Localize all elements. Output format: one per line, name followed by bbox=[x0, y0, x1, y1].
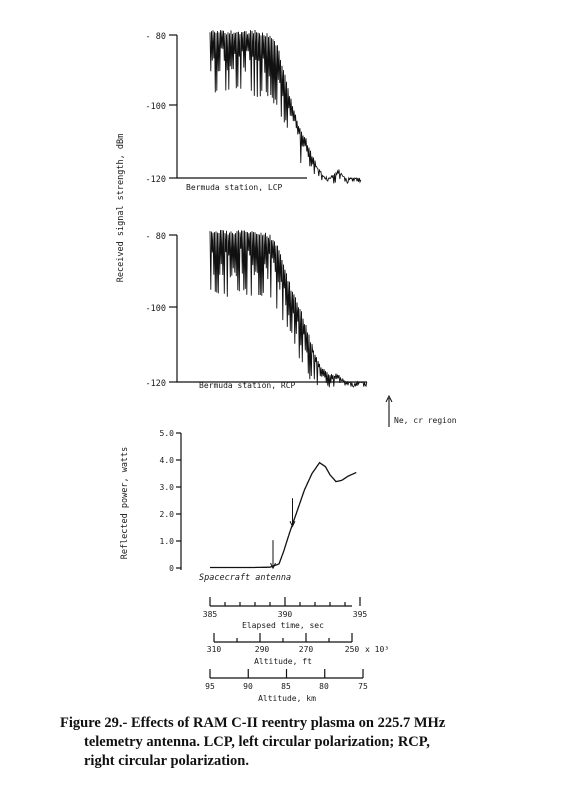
time-tick-label-385: 385 bbox=[203, 610, 218, 619]
lcp-ytick-label-100: -100 bbox=[146, 102, 166, 112]
event-marker-arrowhead-icon bbox=[289, 521, 296, 528]
altitude-km-scale: 95 90 85 80 75 Altitude, km bbox=[205, 669, 368, 703]
ft-tick-label-290: 290 bbox=[255, 645, 270, 654]
reflected-ytick-label: 5.0 bbox=[160, 429, 175, 438]
ft-tick-label-250: 250 bbox=[345, 645, 360, 654]
reflected-power-curve bbox=[210, 461, 357, 569]
panel-lcp: - 80 -100 -120 Bermuda station, LCP bbox=[146, 29, 362, 192]
lcp-ytick-label-120: -120 bbox=[146, 175, 166, 185]
rcp-signal-trace bbox=[209, 229, 368, 388]
ft-tick-label-270: 270 bbox=[299, 645, 314, 654]
altitude-km-ticks bbox=[209, 669, 364, 678]
km-tick-label-90: 90 bbox=[243, 682, 253, 691]
time-scale-ticks bbox=[209, 597, 361, 606]
reflected-ytick-label: 3.0 bbox=[160, 483, 175, 492]
km-tick-label-80: 80 bbox=[319, 682, 329, 691]
reflected-ytick-label: 4.0 bbox=[160, 456, 175, 465]
altitude-ft-ticks bbox=[213, 633, 353, 642]
altitude-ft-label: Altitude, ft bbox=[254, 657, 312, 666]
time-tick-label-395: 395 bbox=[353, 610, 368, 619]
reflected-ytick-label: 1.0 bbox=[160, 537, 175, 546]
lcp-ytick-label-80: - 80 bbox=[146, 32, 166, 42]
reflected-ytick-label: 0 bbox=[169, 564, 174, 573]
panel-reflected: 01.02.03.04.05.0 Reflected power, watts … bbox=[120, 429, 357, 583]
time-scale: 385 390 395 Elapsed time, sec bbox=[203, 597, 368, 630]
reflected-panel-label: Spacecraft antenna bbox=[199, 573, 291, 583]
rcp-ytick-label-80: - 80 bbox=[146, 232, 166, 242]
ft-tick-label-310: 310 bbox=[207, 645, 222, 654]
caption-line-1: Figure 29.- Effects of RAM C-II reentry … bbox=[60, 715, 446, 731]
rcp-ytick-label-100: -100 bbox=[146, 304, 166, 314]
reflected-markers bbox=[270, 498, 296, 570]
rcp-panel-label: Bermuda station, RCP bbox=[199, 381, 296, 390]
reflected-ylabel: Reflected power, watts bbox=[120, 447, 130, 560]
time-scale-label: Elapsed time, sec bbox=[242, 621, 324, 630]
ne-cr-region-legend: Ne, cr region bbox=[385, 394, 457, 427]
figure-caption: Figure 29.- Effects of RAM C-II reentry … bbox=[60, 714, 560, 771]
rcp-ytick-label-120: -120 bbox=[146, 379, 166, 389]
panel-rcp: - 80 -100 -120 Bermuda station, RCP bbox=[146, 229, 368, 390]
ft-suffix: x 10³ bbox=[365, 645, 389, 654]
lcp-panel-label: Bermuda station, LCP bbox=[186, 183, 283, 192]
lcp-signal-trace bbox=[209, 29, 362, 185]
ne-cr-region-label: Ne, cr region bbox=[394, 416, 457, 425]
signal-ylabel: Received signal strength, dBm bbox=[116, 134, 126, 282]
ne-cr-arrowhead-icon bbox=[385, 394, 393, 403]
reflected-ytick-label: 2.0 bbox=[160, 510, 175, 519]
km-tick-label-85: 85 bbox=[281, 682, 291, 691]
time-tick-label-390: 390 bbox=[278, 610, 293, 619]
caption-line-3: right circular polarization. bbox=[84, 753, 249, 769]
altitude-ft-scale: 310 290 270 250 x 10³ Altitude, ft bbox=[207, 633, 389, 666]
km-tick-label-95: 95 bbox=[205, 682, 215, 691]
reflected-yticks: 0 1.0 2.0 3.0 4.0 5.0 bbox=[160, 429, 181, 573]
event-marker-arrowhead-icon bbox=[270, 562, 276, 570]
caption-line-2: telemetry antenna. LCP, left circular po… bbox=[84, 734, 430, 750]
km-tick-label-75: 75 bbox=[358, 682, 368, 691]
altitude-km-label: Altitude, km bbox=[258, 694, 316, 703]
